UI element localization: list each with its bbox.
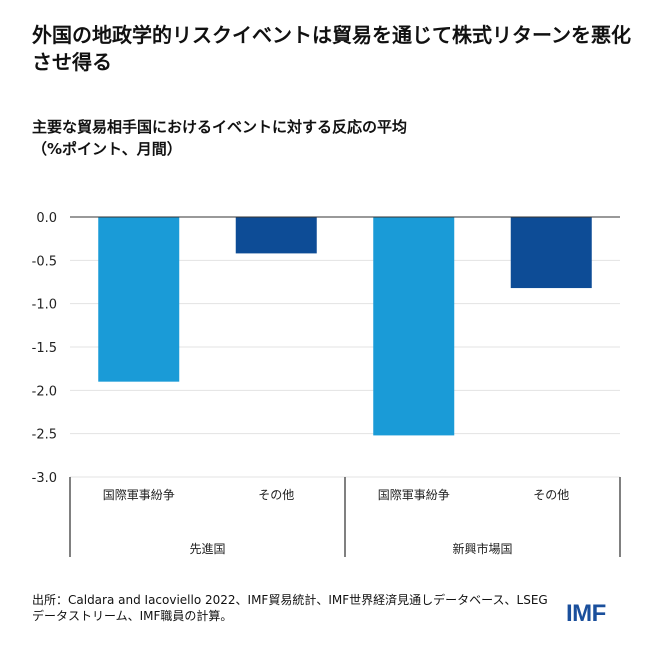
category-label: その他: [258, 488, 294, 502]
bar: [98, 217, 180, 382]
source-note: 出所：Caldara and Iacoviello 2022、IMF貿易統計、I…: [32, 593, 548, 623]
subtitle-line-2: （%ポイント、月間）: [32, 140, 182, 158]
group-label: 新興市場国: [452, 541, 512, 556]
category-label: その他: [533, 488, 569, 502]
chart-subtitle: 主要な貿易相手国におけるイベントに対する反応の平均 （%ポイント、月間）: [32, 116, 407, 160]
y-tick-label: -1.5: [32, 341, 57, 356]
y-tick-label: -3.0: [32, 471, 57, 486]
bar: [373, 217, 455, 436]
y-tick-label: -0.5: [32, 254, 57, 269]
subtitle-line-1: 主要な貿易相手国におけるイベントに対する反応の平均: [32, 118, 408, 136]
group-label: 先進国: [189, 542, 225, 556]
bar: [235, 217, 317, 254]
y-tick-label: 0.0: [36, 211, 57, 226]
chart-title: 外国の地政学的リスクイベントは貿易を通じて株式リターンを悪化させ得る: [32, 23, 631, 74]
y-tick-label: -1.0: [32, 298, 57, 313]
imf-logo: IMF: [566, 600, 606, 627]
y-tick-label: -2.0: [32, 384, 57, 399]
bar: [510, 217, 592, 289]
category-label: 国際軍事紛争: [378, 487, 450, 502]
y-tick-label: -2.5: [32, 428, 57, 443]
category-label: 国際軍事紛争: [103, 487, 175, 502]
